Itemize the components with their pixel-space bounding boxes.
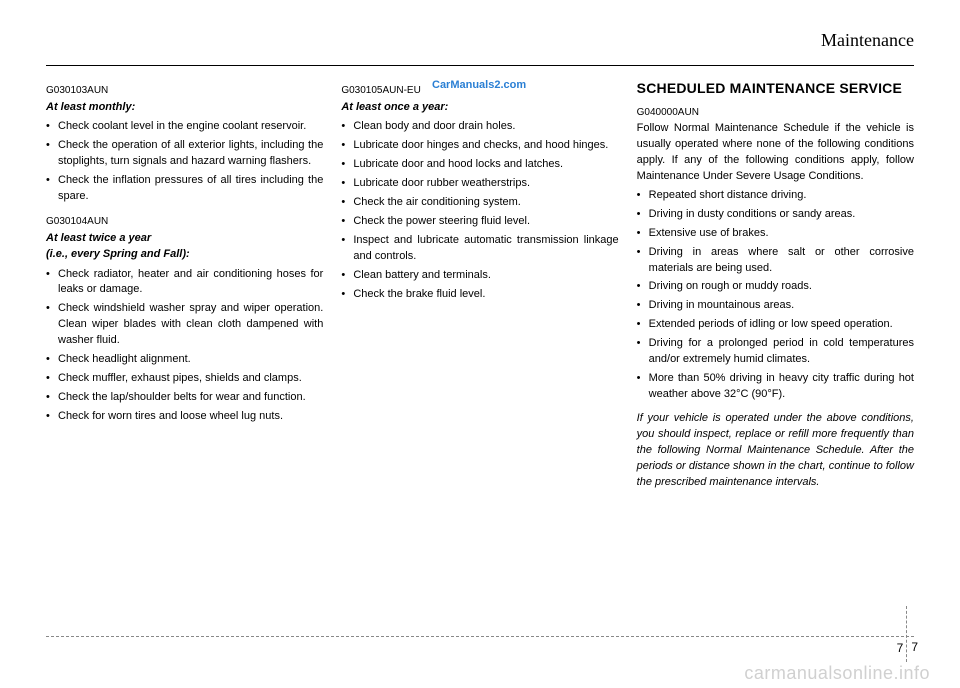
watermark-top: CarManuals2.com <box>432 79 526 91</box>
footer-divider <box>46 636 914 637</box>
manual-page: Maintenance CarManuals2.com G030103AUN A… <box>0 0 960 688</box>
section-code: G040000AUN <box>637 106 914 121</box>
list-item: Driving in areas where salt or other cor… <box>637 245 914 277</box>
bullet-list: Check coolant level in the engine coolan… <box>46 119 323 205</box>
list-item: Lubricate door rubber weatherstrips. <box>341 176 618 192</box>
list-item: Check the operation of all exterior ligh… <box>46 138 323 170</box>
list-item: Check the brake fluid level. <box>341 287 618 303</box>
list-item: Check windshield washer spray and wiper … <box>46 301 323 349</box>
section-heading: At least monthly: <box>46 100 323 116</box>
list-item: Check the power steering fluid level. <box>341 214 618 230</box>
column-2: G030105AUN-EU At least once a year: Clea… <box>341 80 618 491</box>
column-3: SCHEDULED MAINTENANCE SERVICE G040000AUN… <box>637 80 914 491</box>
list-item: Driving for a prolonged period in cold t… <box>637 336 914 368</box>
content-columns: G030103AUN At least monthly: Check coola… <box>46 80 914 491</box>
list-item: Check for worn tires and loose wheel lug… <box>46 409 323 425</box>
list-item: Driving in dusty conditions or sandy are… <box>637 207 914 223</box>
list-item: Check coolant level in the engine coolan… <box>46 119 323 135</box>
section-title: Maintenance <box>821 30 914 51</box>
list-item: Lubricate door and hood locks and latche… <box>341 157 618 173</box>
watermark-bottom: carmanualsonline.info <box>744 663 930 684</box>
chapter-number: 7 <box>897 606 907 655</box>
list-item: Driving on rough or muddy roads. <box>637 279 914 295</box>
list-item: Driving in mountainous areas. <box>637 298 914 314</box>
section-code: G030104AUN <box>46 215 323 230</box>
section-heading: At least twice a year <box>46 231 323 247</box>
section-heading: At least once a year: <box>341 100 618 116</box>
paragraph-italic: If your vehicle is operated under the ab… <box>637 411 914 491</box>
main-heading: SCHEDULED MAINTENANCE SERVICE <box>637 80 914 98</box>
list-item: Extended periods of idling or low speed … <box>637 317 914 333</box>
bullet-list: Check radiator, heater and air condition… <box>46 267 323 425</box>
list-item: Check the lap/shoulder belts for wear an… <box>46 390 323 406</box>
list-item: Clean battery and terminals. <box>341 268 618 284</box>
bullet-list: Repeated short distance driving. Driving… <box>637 188 914 403</box>
page-footer: 77 <box>46 636 914 664</box>
bullet-list: Clean body and door drain holes. Lubrica… <box>341 119 618 302</box>
page-number-value: 7 <box>906 606 918 662</box>
list-item: Check muffler, exhaust pipes, shields an… <box>46 371 323 387</box>
page-number: 77 <box>897 606 918 662</box>
list-item: Inspect and lubricate automatic transmis… <box>341 233 618 265</box>
section-heading: (i.e., every Spring and Fall): <box>46 247 323 263</box>
list-item: Lubricate door hinges and checks, and ho… <box>341 138 618 154</box>
list-item: Check radiator, heater and air condition… <box>46 267 323 299</box>
list-item: More than 50% driving in heavy city traf… <box>637 371 914 403</box>
page-header: Maintenance <box>46 30 914 66</box>
list-item: Repeated short distance driving. <box>637 188 914 204</box>
column-1: G030103AUN At least monthly: Check coola… <box>46 80 323 491</box>
list-item: Check the inflation pressures of all tir… <box>46 173 323 205</box>
section-code: G030103AUN <box>46 84 323 99</box>
list-item: Check the air conditioning system. <box>341 195 618 211</box>
list-item: Check headlight alignment. <box>46 352 323 368</box>
paragraph: Follow Normal Maintenance Schedule if th… <box>637 121 914 185</box>
list-item: Extensive use of brakes. <box>637 226 914 242</box>
list-item: Clean body and door drain holes. <box>341 119 618 135</box>
